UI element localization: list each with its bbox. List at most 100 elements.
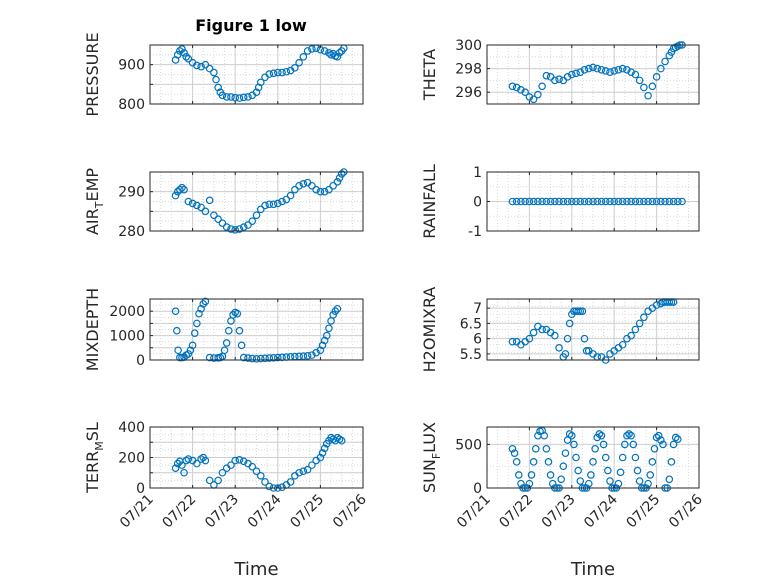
data-point bbox=[239, 457, 248, 466]
data-point bbox=[256, 78, 265, 87]
data-point bbox=[329, 311, 337, 319]
data-point bbox=[248, 354, 257, 363]
data-point bbox=[614, 479, 623, 488]
data-point bbox=[173, 459, 182, 468]
data-point bbox=[218, 219, 227, 227]
y-tick-label: 0 bbox=[473, 481, 482, 497]
data-point bbox=[235, 225, 244, 233]
data-point bbox=[278, 197, 286, 206]
data-point bbox=[239, 93, 248, 102]
data-point bbox=[231, 226, 240, 234]
data-point bbox=[669, 197, 678, 206]
y-axis-label: THETA bbox=[420, 49, 439, 101]
data-point bbox=[640, 83, 648, 92]
y-tick-label: 6.5 bbox=[460, 316, 482, 332]
data-point bbox=[631, 197, 640, 206]
data-point bbox=[218, 468, 227, 477]
data-point bbox=[563, 73, 572, 81]
data-series bbox=[508, 41, 686, 104]
data-series bbox=[171, 433, 346, 492]
data-point bbox=[650, 444, 659, 453]
data-point bbox=[512, 197, 521, 206]
data-point bbox=[673, 197, 682, 206]
data-point bbox=[644, 479, 652, 488]
data-point bbox=[173, 326, 181, 335]
x-axis-label: Time bbox=[233, 559, 278, 580]
data-point bbox=[555, 343, 563, 352]
x-tick-label: 07/26 bbox=[666, 491, 706, 531]
data-point bbox=[335, 435, 344, 444]
data-point bbox=[303, 47, 312, 55]
data-point bbox=[231, 93, 240, 102]
data-point bbox=[214, 476, 222, 485]
subplot-grid: 800 900 PRESSURE 296 298 300 THETA 280 290 AIRTEM… bbox=[83, 32, 706, 580]
data-point bbox=[646, 471, 655, 479]
data-point bbox=[589, 197, 597, 206]
data-point bbox=[508, 197, 517, 206]
data-point bbox=[546, 73, 555, 81]
data-point bbox=[529, 95, 538, 104]
data-point bbox=[538, 197, 546, 206]
data-point bbox=[563, 197, 572, 206]
data-point bbox=[195, 309, 203, 318]
data-point bbox=[286, 191, 295, 200]
data-point bbox=[273, 199, 282, 208]
data-point bbox=[671, 433, 680, 442]
data-point bbox=[510, 449, 519, 457]
y-axis-label: MIXDEPTH bbox=[83, 288, 102, 371]
data-point bbox=[580, 334, 589, 343]
subplot-air-temp: 280 290 AIRTEMP bbox=[83, 168, 364, 240]
data-point bbox=[559, 462, 568, 471]
data-point bbox=[589, 458, 597, 466]
data-point bbox=[184, 455, 193, 463]
data-point bbox=[197, 304, 205, 313]
data-point bbox=[222, 93, 231, 101]
data-point bbox=[640, 313, 648, 322]
data-point bbox=[188, 199, 197, 208]
data-point bbox=[252, 354, 261, 363]
y-tick-label: -1 bbox=[468, 224, 482, 240]
data-point bbox=[576, 307, 585, 316]
data-point bbox=[333, 178, 342, 186]
data-point bbox=[331, 307, 340, 316]
subplot-terr-msl: 0 200 400 TERRMSL 07/21 07/22 07/23 07/24 07/25 0… bbox=[83, 420, 370, 580]
data-point bbox=[193, 319, 201, 328]
data-point bbox=[229, 311, 237, 319]
data-point bbox=[521, 88, 529, 97]
figure-title: Figure 1 low bbox=[195, 16, 307, 35]
y-tick-label: 7 bbox=[473, 301, 482, 317]
data-point bbox=[252, 211, 261, 220]
data-point bbox=[512, 458, 521, 466]
data-point bbox=[514, 471, 523, 479]
data-point bbox=[320, 336, 329, 345]
subplot-mixdepth: 0 1000 2000 MIXDEPTH bbox=[83, 288, 364, 371]
data-point bbox=[222, 223, 231, 231]
data-point bbox=[620, 440, 629, 449]
data-point bbox=[184, 54, 193, 63]
data-point bbox=[563, 334, 572, 343]
data-point bbox=[180, 185, 188, 194]
y-tick-label: 290 bbox=[118, 185, 145, 201]
data-series bbox=[171, 44, 348, 102]
data-point bbox=[534, 90, 542, 99]
data-point bbox=[584, 64, 593, 73]
data-point bbox=[329, 181, 337, 190]
data-point bbox=[570, 440, 578, 449]
data-point bbox=[184, 197, 193, 206]
data-point bbox=[633, 466, 642, 475]
data-series bbox=[171, 168, 348, 234]
data-point bbox=[269, 200, 278, 209]
data-point bbox=[312, 44, 320, 52]
data-point bbox=[265, 482, 274, 491]
data-point bbox=[337, 436, 346, 445]
data-point bbox=[517, 479, 525, 488]
data-point bbox=[561, 350, 570, 358]
y-tick-label: 200 bbox=[118, 451, 145, 467]
data-point bbox=[205, 353, 214, 362]
data-point bbox=[295, 181, 303, 190]
data-point bbox=[574, 307, 582, 316]
data-point bbox=[205, 476, 214, 485]
data-point bbox=[557, 475, 566, 484]
data-point bbox=[235, 94, 244, 102]
